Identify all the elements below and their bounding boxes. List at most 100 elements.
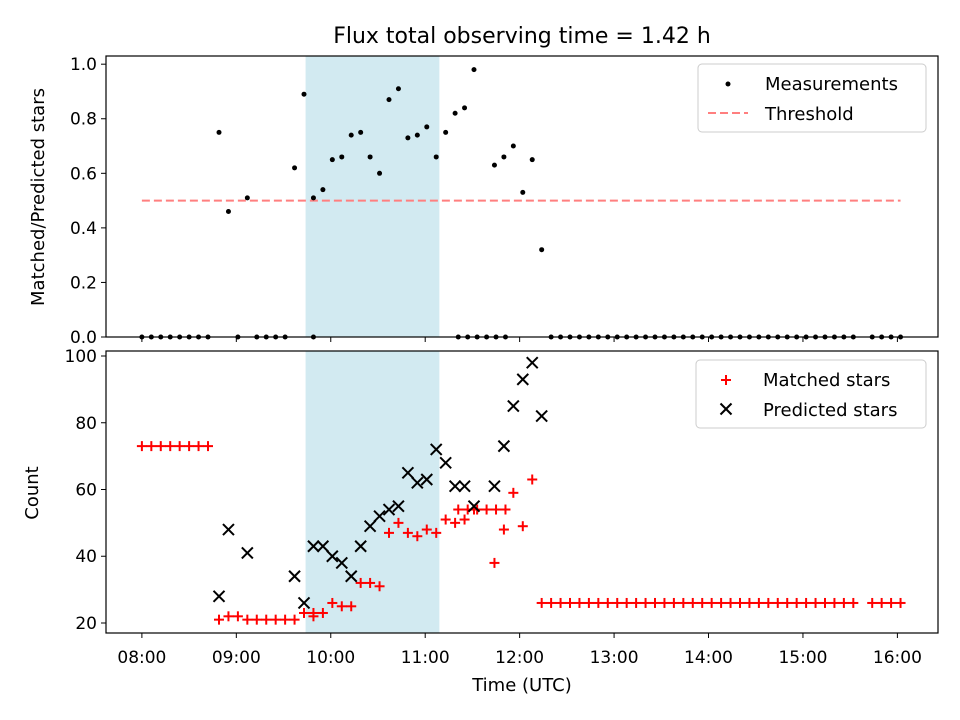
x-tick-label: 16:00 — [873, 648, 922, 668]
matched-star-point — [791, 597, 802, 608]
matched-star-point — [214, 614, 225, 625]
y-tick-label: 20 — [75, 614, 97, 634]
measurement-point — [339, 154, 345, 160]
x-axis-label: Time (UTC) — [471, 675, 572, 696]
x-tick-label: 14:00 — [684, 648, 733, 668]
y-tick-label: 40 — [75, 547, 97, 567]
measurement-point — [529, 157, 535, 163]
predicted-star-point — [241, 546, 254, 560]
matched-star-point — [174, 441, 185, 452]
y-axis-label: Count — [22, 466, 43, 519]
x-tick-label: 12:00 — [495, 648, 544, 668]
predicted-star-point — [467, 499, 481, 513]
predicted-star-point — [288, 570, 301, 583]
measurement-point — [358, 129, 364, 135]
matched-star-point — [659, 597, 670, 608]
legend-predicted-marker — [719, 402, 733, 416]
predicted-star-point — [363, 519, 377, 533]
predicted-star-point — [535, 409, 548, 423]
matched-star-point — [242, 614, 253, 625]
predicted-star-point — [507, 399, 520, 413]
matched-star-point — [223, 611, 234, 622]
matched-star-point — [453, 504, 464, 515]
predicted-star-point — [497, 439, 511, 453]
measurement-point — [501, 154, 507, 160]
matched-star-point — [136, 441, 147, 452]
matched-star-point — [280, 614, 291, 625]
matched-star-point — [848, 597, 859, 608]
y-axis: 0.0 0.2 0.4 0.6 0.8 1.0 — [70, 55, 106, 348]
matched-star-point — [289, 614, 300, 625]
matched-star-point — [753, 597, 764, 608]
matched-star-point — [565, 597, 576, 608]
measurement-point — [244, 195, 250, 201]
plot-frame — [105, 350, 939, 634]
y-tick-label: 0.6 — [70, 164, 97, 184]
predicted-star-point — [439, 456, 452, 470]
matched-star-point — [650, 597, 661, 608]
matched-star-point — [716, 597, 727, 608]
predicted-stars-points — [212, 356, 548, 610]
matched-star-point — [431, 527, 442, 538]
matched-star-point — [146, 441, 157, 452]
legend: Matched stars Predicted stars — [695, 359, 927, 429]
legend-plus-marker — [721, 375, 731, 385]
y-axis-label: Matched/Predicted stars — [28, 88, 49, 306]
matched-star-point — [886, 597, 897, 608]
measurement-point — [329, 157, 335, 163]
x-tick-label: 13:00 — [590, 648, 639, 668]
matched-star-point — [867, 597, 878, 608]
measurement-point — [462, 105, 468, 111]
matched-star-point — [336, 601, 347, 612]
x-tick-label: 08:00 — [117, 648, 166, 668]
matched-star-point — [801, 597, 812, 608]
matched-star-point — [327, 597, 338, 608]
y-tick-label: 0.0 — [70, 328, 97, 348]
measurement-point — [491, 162, 497, 168]
matched-star-point — [668, 597, 679, 608]
plot-frame — [105, 55, 939, 338]
legend-matched-label: Matched stars — [763, 370, 890, 391]
matched-star-point — [555, 597, 566, 608]
measurement-point — [433, 154, 439, 160]
matched-star-point — [346, 601, 357, 612]
y-tick-label: 100 — [65, 347, 97, 367]
predicted-star-point — [373, 509, 386, 523]
measurement-point — [424, 124, 430, 130]
matched-star-point — [251, 614, 262, 625]
matched-star-point — [440, 514, 451, 525]
matched-star-point — [508, 487, 519, 498]
matched-star-point — [725, 597, 736, 608]
matched-star-point — [355, 577, 366, 588]
matched-star-point — [481, 504, 492, 515]
legend-threshold-label: Threshold — [764, 104, 854, 125]
legend-predicted-label: Predicted stars — [763, 400, 897, 421]
predicted-star-point — [458, 479, 471, 493]
measurement-point — [292, 165, 298, 171]
matched-star-point — [527, 474, 538, 485]
highlight-span — [305, 56, 440, 337]
predicted-star-point — [345, 570, 358, 583]
predicted-star-point — [354, 540, 367, 553]
predicted-star-point — [316, 540, 330, 553]
matched-star-point — [744, 597, 755, 608]
predicted-star-point — [297, 596, 311, 610]
matched-star-point — [365, 577, 376, 588]
predicted-star-point — [448, 479, 462, 493]
measurement-point — [471, 67, 477, 73]
matched-star-point — [829, 597, 840, 608]
measurement-point — [539, 247, 545, 253]
legend: Measurements Threshold — [697, 63, 927, 133]
measurement-point — [414, 132, 420, 138]
highlight-span — [305, 351, 440, 633]
predicted-star-point — [307, 540, 320, 553]
matched-star-point — [383, 527, 394, 538]
matched-star-point — [772, 597, 783, 608]
matched-star-point — [687, 597, 698, 608]
matched-star-point — [593, 597, 604, 608]
measurement-point — [520, 189, 526, 195]
matched-star-point — [819, 597, 830, 608]
bottom-panel: 20 40 60 80 100 08:00 09:00 10:00 11:00 12:00 13:… — [22, 347, 939, 696]
legend-box — [695, 359, 927, 429]
matched-star-point — [574, 597, 585, 608]
